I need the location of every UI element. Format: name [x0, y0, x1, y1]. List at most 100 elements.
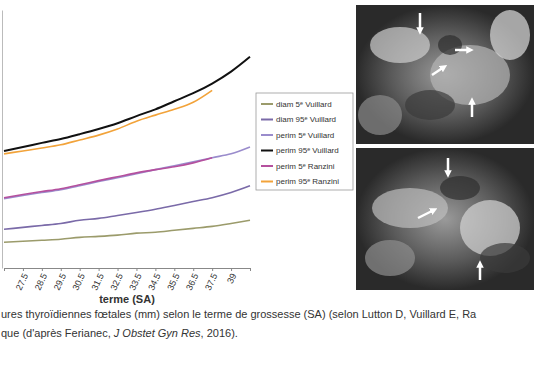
x-tick-label: 36.5 — [184, 272, 200, 292]
legend-label: perim 5ᵉ Vuillard — [276, 131, 334, 140]
caption-text: que (d'après Ferianec, — [1, 327, 114, 339]
legend-box — [256, 93, 353, 190]
x-tick-mark — [212, 268, 213, 271]
image-arrow — [471, 101, 474, 117]
x-tick-mark — [231, 268, 232, 271]
x-tick: 32.5 — [108, 268, 124, 292]
x-tick: 31.5 — [89, 268, 105, 292]
x-tick-mark — [193, 268, 194, 271]
x-tick-label: 27.5 — [14, 272, 30, 292]
chart: 27.528.529.530.531.532.533.534.535.536.5… — [3, 11, 251, 306]
x-tick: 30.5 — [71, 268, 87, 292]
legend-entry: perim 95ᵉ Vuillard — [261, 146, 339, 155]
caption-text: J Obstet Gyn Res — [113, 327, 201, 339]
x-tick: 37.5 — [203, 268, 219, 292]
series-line — [4, 158, 212, 198]
x-tick-mark — [136, 268, 137, 271]
x-tick: 29.5 — [52, 268, 68, 292]
x-tick-mark — [118, 268, 119, 271]
image-texture — [372, 188, 448, 228]
figure: 27.528.529.530.531.532.533.534.535.536.5… — [0, 0, 536, 386]
x-tick-label: 30.5 — [71, 272, 87, 292]
legend-swatch — [261, 103, 273, 105]
x-tick: 35.5 — [165, 268, 181, 292]
x-tick: 33.5 — [127, 268, 143, 292]
image-texture — [370, 27, 430, 63]
series-line — [4, 90, 212, 154]
legend-entry: diam 95ᵉ Vuillard — [261, 115, 336, 124]
legend-label: diam 5ᵉ Vuillard — [276, 100, 332, 109]
caption: ures thyroïdiennes fœtales (mm) selon le… — [1, 308, 477, 339]
legend-label: diam 95ᵉ Vuillard — [276, 115, 336, 124]
x-tick: 27.5 — [14, 268, 30, 292]
image-frame — [356, 5, 534, 144]
x-tick-label: 28.5 — [33, 272, 49, 292]
x-tick: 36.5 — [184, 268, 200, 292]
image-arrow — [419, 13, 422, 31]
x-tick — [250, 268, 251, 271]
caption-text: ures thyroïdiennes fœtales (mm) selon le… — [1, 308, 477, 320]
y-axis-line — [2, 11, 3, 269]
legend-entry: perim 95ᵉ Ranzini — [261, 177, 339, 186]
x-tick-label: 34.5 — [146, 272, 162, 292]
x-tick: 34.5 — [146, 268, 162, 292]
image-arrow — [447, 158, 450, 174]
legend-swatch — [261, 134, 273, 136]
x-tick: 28.5 — [33, 268, 49, 292]
legend: diam 5ᵉ Vuillard diam 95ᵉ Vuillard perim 5… — [256, 93, 353, 190]
x-tick: 39 — [225, 268, 238, 285]
caption-line: ures thyroïdiennes fœtales (mm) selon le… — [1, 308, 477, 320]
x-tick-label: 35.5 — [165, 272, 181, 292]
x-tick-label: 39 — [225, 272, 238, 285]
legend-swatch — [261, 150, 273, 152]
series-line — [4, 147, 250, 199]
lines — [4, 57, 250, 242]
x-tick-mark — [61, 268, 62, 271]
ultrasound-image — [356, 148, 534, 290]
legend-entry: diam 5ᵉ Vuillard — [261, 100, 332, 109]
legend-swatch — [261, 165, 273, 167]
image-texture — [405, 90, 455, 120]
image-arrow — [418, 210, 434, 218]
image-texture — [365, 240, 415, 276]
x-axis-title: terme (SA) — [99, 293, 155, 305]
legend-entry: perim 5ᵉ Ranzini — [261, 162, 335, 171]
image-texture — [480, 243, 530, 273]
x-tick — [4, 268, 5, 271]
legend-label: perim 95ᵉ Vuillard — [276, 146, 339, 155]
x-axis: 27.528.529.530.531.532.533.534.535.536.5… — [5, 268, 251, 292]
legend-label: perim 5ᵉ Ranzini — [276, 162, 335, 171]
image-arrow — [479, 264, 482, 280]
image-texture — [490, 10, 530, 60]
legend-swatch — [261, 119, 273, 121]
image-texture — [440, 176, 480, 200]
x-tick-label: 29.5 — [52, 272, 68, 292]
x-tick-mark — [80, 268, 81, 271]
x-tick-label: 37.5 — [203, 272, 219, 292]
x-axis-line — [5, 269, 251, 272]
x-tick-mark — [155, 268, 156, 271]
ultrasound-image — [356, 5, 534, 144]
series-line — [4, 220, 250, 242]
x-tick-mark — [42, 268, 43, 271]
image-texture — [358, 95, 402, 135]
x-tick-label: 32.5 — [108, 272, 124, 292]
series-line — [4, 57, 250, 151]
x-tick-mark — [99, 268, 100, 271]
x-tick-mark — [4, 268, 5, 271]
x-tick-label: 31.5 — [89, 272, 105, 292]
y-axis — [2, 11, 3, 269]
x-tick-label: 33.5 — [127, 272, 143, 292]
x-tick-mark — [23, 268, 24, 271]
legend-swatch — [261, 181, 273, 183]
legend-entry: perim 5ᵉ Vuillard — [261, 131, 334, 140]
x-tick-mark — [250, 268, 251, 271]
caption-line: que (d'après Ferianec, J Obstet Gyn Res,… — [1, 327, 238, 339]
image-arrow — [432, 67, 444, 75]
legend-label: perim 95ᵉ Ranzini — [276, 177, 339, 186]
x-tick-mark — [174, 268, 175, 271]
image-frame — [356, 148, 534, 290]
image-arrow — [455, 49, 470, 52]
caption-text: , 2016). — [201, 327, 238, 339]
image-texture — [438, 35, 462, 55]
